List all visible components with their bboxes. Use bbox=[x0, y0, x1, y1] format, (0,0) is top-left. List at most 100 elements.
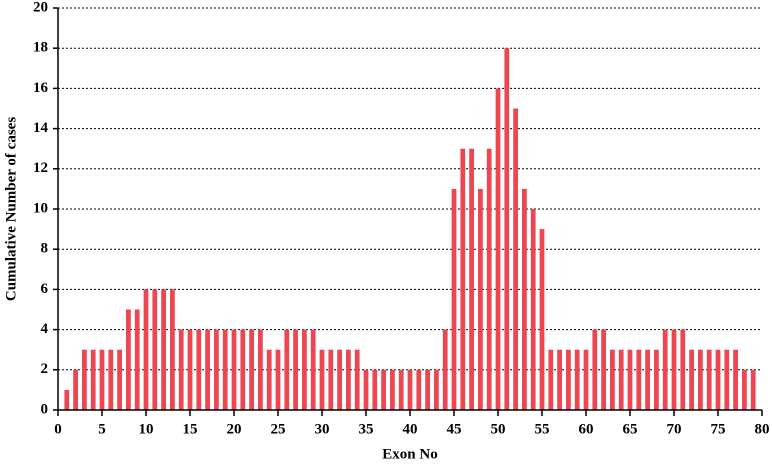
bar bbox=[645, 349, 650, 410]
x-tick-label: 55 bbox=[535, 421, 550, 437]
bar bbox=[689, 349, 694, 410]
bar bbox=[99, 349, 105, 410]
bar bbox=[249, 329, 254, 410]
bar bbox=[451, 188, 457, 410]
y-tick-label: 16 bbox=[33, 80, 49, 96]
x-tick-label: 5 bbox=[98, 421, 106, 437]
bar bbox=[618, 349, 624, 410]
bar bbox=[134, 309, 140, 410]
bar bbox=[442, 329, 448, 410]
y-tick-label: 12 bbox=[33, 160, 48, 176]
bar bbox=[724, 349, 730, 410]
bar bbox=[513, 108, 518, 410]
x-tick-label: 65 bbox=[623, 421, 638, 437]
bar bbox=[293, 329, 298, 410]
bar bbox=[381, 369, 386, 410]
y-tick-label: 18 bbox=[33, 40, 48, 56]
x-tick-label: 50 bbox=[491, 421, 506, 437]
bar bbox=[90, 349, 96, 410]
bar bbox=[231, 329, 237, 410]
bar bbox=[592, 329, 598, 410]
bar bbox=[240, 329, 246, 410]
bar bbox=[117, 349, 122, 410]
bar bbox=[416, 369, 422, 410]
bar bbox=[425, 369, 430, 410]
bar bbox=[222, 329, 228, 410]
bar bbox=[258, 329, 263, 410]
bar bbox=[187, 329, 193, 410]
bar bbox=[354, 349, 360, 410]
bar bbox=[495, 88, 501, 411]
x-tick-label: 75 bbox=[711, 421, 726, 437]
x-tick-label: 60 bbox=[579, 421, 594, 437]
bar bbox=[161, 289, 166, 410]
bar bbox=[126, 309, 131, 410]
bar bbox=[178, 329, 184, 410]
y-tick-label: 6 bbox=[41, 281, 49, 297]
bar bbox=[522, 188, 527, 410]
bar bbox=[372, 369, 378, 410]
bar bbox=[319, 349, 325, 410]
bar bbox=[398, 369, 404, 410]
y-tick-label: 20 bbox=[33, 0, 48, 15]
bar bbox=[654, 349, 659, 410]
x-tick-label: 15 bbox=[183, 421, 198, 437]
bar bbox=[733, 349, 738, 410]
y-tick-label: 14 bbox=[33, 120, 49, 136]
bar bbox=[108, 349, 114, 410]
bar bbox=[627, 349, 633, 410]
x-tick-label: 45 bbox=[447, 421, 462, 437]
bar bbox=[742, 369, 747, 410]
bar bbox=[574, 349, 580, 410]
x-tick-label: 10 bbox=[139, 421, 154, 437]
bar bbox=[636, 349, 642, 410]
y-tick-label: 8 bbox=[41, 241, 49, 257]
bar bbox=[530, 209, 536, 410]
x-tick-label: 35 bbox=[359, 421, 374, 437]
bar bbox=[680, 329, 686, 410]
x-tick-label: 40 bbox=[403, 421, 418, 437]
bar bbox=[196, 329, 202, 410]
bar bbox=[302, 329, 307, 410]
x-tick-label: 25 bbox=[271, 421, 286, 437]
bar bbox=[82, 349, 87, 410]
bar bbox=[698, 349, 703, 410]
x-tick-label: 30 bbox=[315, 421, 330, 437]
bar bbox=[214, 329, 219, 410]
bar bbox=[583, 349, 589, 410]
y-axis-label: Cumulative Number of cases bbox=[3, 117, 19, 301]
bar bbox=[143, 289, 149, 410]
bar bbox=[407, 369, 413, 410]
bar bbox=[266, 349, 272, 410]
x-tick-label: 0 bbox=[54, 421, 62, 437]
bar bbox=[469, 148, 474, 410]
x-axis-label: Exon No bbox=[382, 446, 437, 462]
bar bbox=[284, 329, 290, 410]
bar bbox=[337, 349, 342, 410]
x-tick-label: 80 bbox=[755, 421, 770, 437]
y-tick-label: 0 bbox=[41, 401, 49, 417]
bar bbox=[504, 48, 510, 410]
bar bbox=[548, 349, 554, 410]
bar bbox=[706, 349, 712, 410]
bar bbox=[363, 369, 369, 410]
y-tick-label: 4 bbox=[41, 321, 49, 337]
y-tick-label: 10 bbox=[33, 200, 48, 216]
bar bbox=[566, 349, 571, 410]
y-tick-label: 2 bbox=[41, 361, 49, 377]
bar bbox=[170, 289, 175, 410]
bar bbox=[64, 389, 70, 410]
bar bbox=[750, 369, 756, 410]
bar bbox=[73, 369, 78, 410]
bar bbox=[205, 329, 210, 410]
bar bbox=[671, 329, 677, 410]
bar bbox=[601, 329, 606, 410]
bar bbox=[434, 369, 439, 410]
bar bbox=[390, 369, 395, 410]
bar bbox=[715, 349, 721, 410]
bar bbox=[610, 349, 615, 410]
bar bbox=[460, 148, 466, 410]
bar bbox=[478, 188, 483, 410]
bar bbox=[557, 349, 562, 410]
